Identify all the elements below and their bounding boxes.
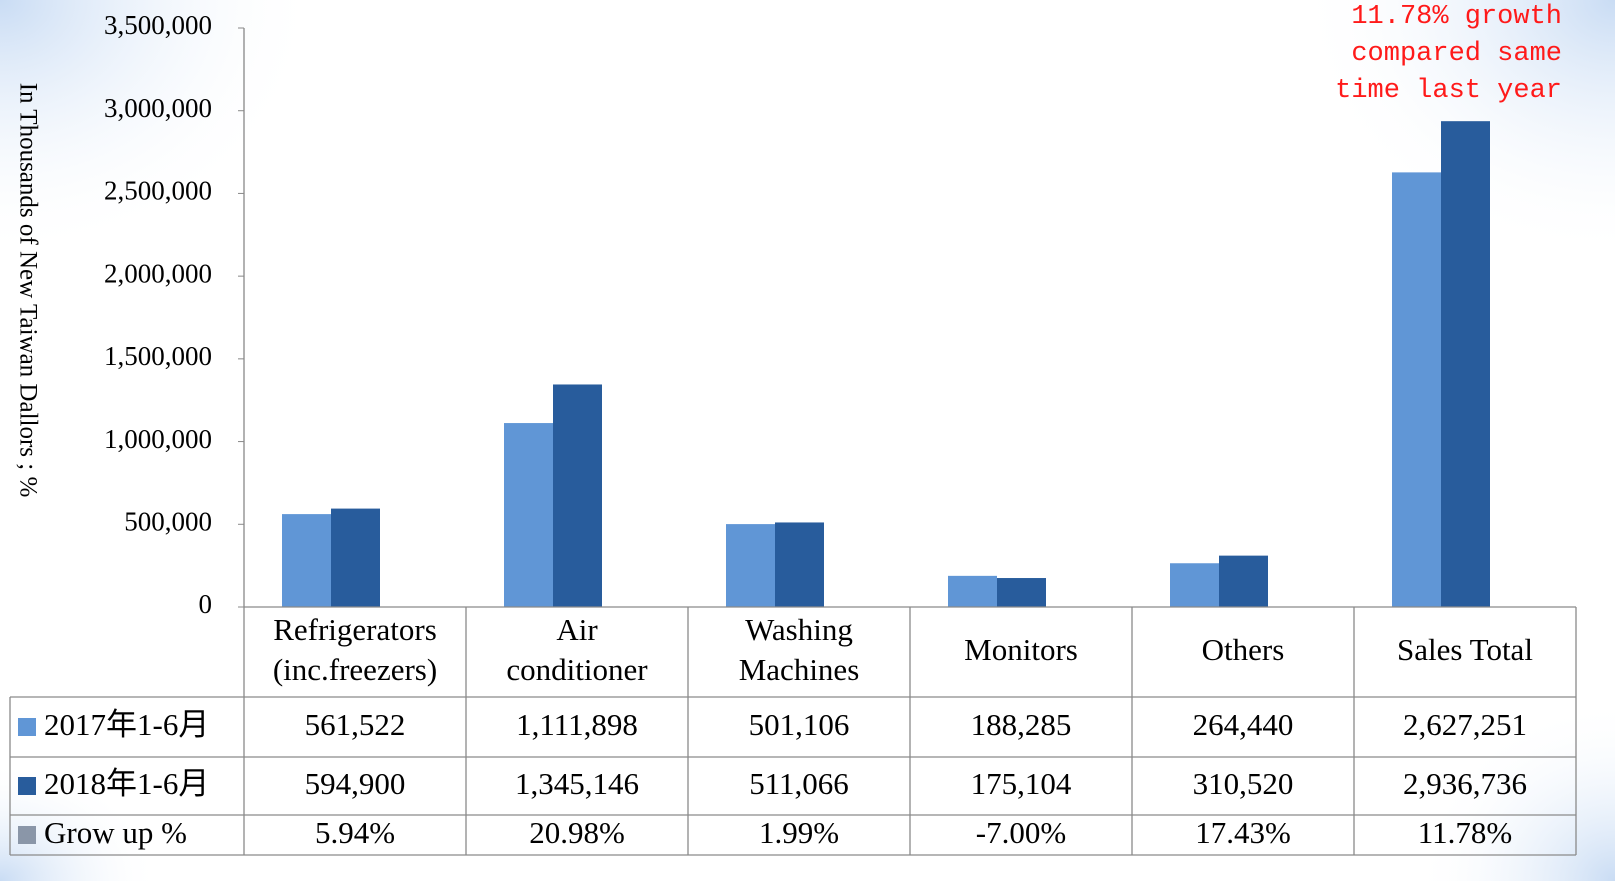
decor (1415, 700, 1615, 881)
table-value: 188,285 (971, 707, 1072, 742)
decor (0, 0, 320, 260)
y-tick-label: 3,500,000 (104, 10, 212, 40)
bar (1170, 563, 1219, 607)
legend-label: 2017年1-6月 (44, 707, 209, 742)
legend-swatch (18, 826, 36, 844)
y-tick-label: 1,500,000 (104, 341, 212, 371)
table-value: -7.00% (976, 815, 1066, 850)
table-value: 1,111,898 (516, 707, 638, 742)
table-value: 20.98% (529, 815, 625, 850)
y-tick-label: 1,000,000 (104, 424, 212, 454)
annotation: 11.78% growth compared same time last year (1335, 2, 1562, 106)
table-value: 17.43% (1195, 815, 1291, 850)
y-tick-label: 2,000,000 (104, 258, 212, 288)
x-tick-label: Sales Total (1397, 632, 1533, 667)
bar (948, 575, 997, 607)
y-tick-label: 2,500,000 (104, 176, 212, 206)
table-value: 5.94% (315, 815, 395, 850)
x-tick-label: Monitors (964, 632, 1078, 667)
table-value: 2,627,251 (1403, 707, 1527, 742)
bar (331, 508, 380, 607)
bar (1392, 172, 1441, 607)
x-tick-label: Others (1202, 632, 1285, 667)
x-tick-label: Refrigerators (inc.freezers) (273, 612, 437, 687)
table-value: 264,440 (1193, 707, 1294, 742)
legend-label: Grow up % (44, 815, 187, 850)
table-value: 1.99% (759, 815, 839, 850)
table-value: 501,106 (749, 707, 850, 742)
bar (553, 384, 602, 607)
legend-swatch (18, 718, 36, 736)
bar (997, 578, 1046, 607)
bar (282, 514, 331, 607)
bar (726, 524, 775, 607)
y-tick-label: 500,000 (124, 506, 212, 536)
table-value: 561,522 (305, 707, 406, 742)
x-tick-label: Air conditioner (506, 612, 648, 687)
table-value: 2,936,736 (1403, 766, 1527, 801)
bar (504, 423, 553, 607)
table-value: 1,345,146 (515, 766, 639, 801)
table-value: 11.78% (1418, 815, 1512, 850)
bar (1441, 121, 1490, 607)
table-value: 511,066 (749, 766, 849, 801)
y-tick-label: 3,000,000 (104, 93, 212, 123)
x-tick-label: Washing Machines (739, 612, 860, 687)
bar (1219, 555, 1268, 607)
legend-swatch (18, 777, 36, 795)
bar (775, 522, 824, 607)
legend-label: 2018年1-6月 (44, 766, 209, 801)
table-value: 175,104 (971, 766, 1072, 801)
y-axis-label: In Thousands of New Taiwan Dallors ; % (14, 83, 41, 498)
table-value: 594,900 (305, 766, 406, 801)
table-value: 310,520 (1193, 766, 1294, 801)
y-tick-label: 0 (199, 589, 213, 619)
